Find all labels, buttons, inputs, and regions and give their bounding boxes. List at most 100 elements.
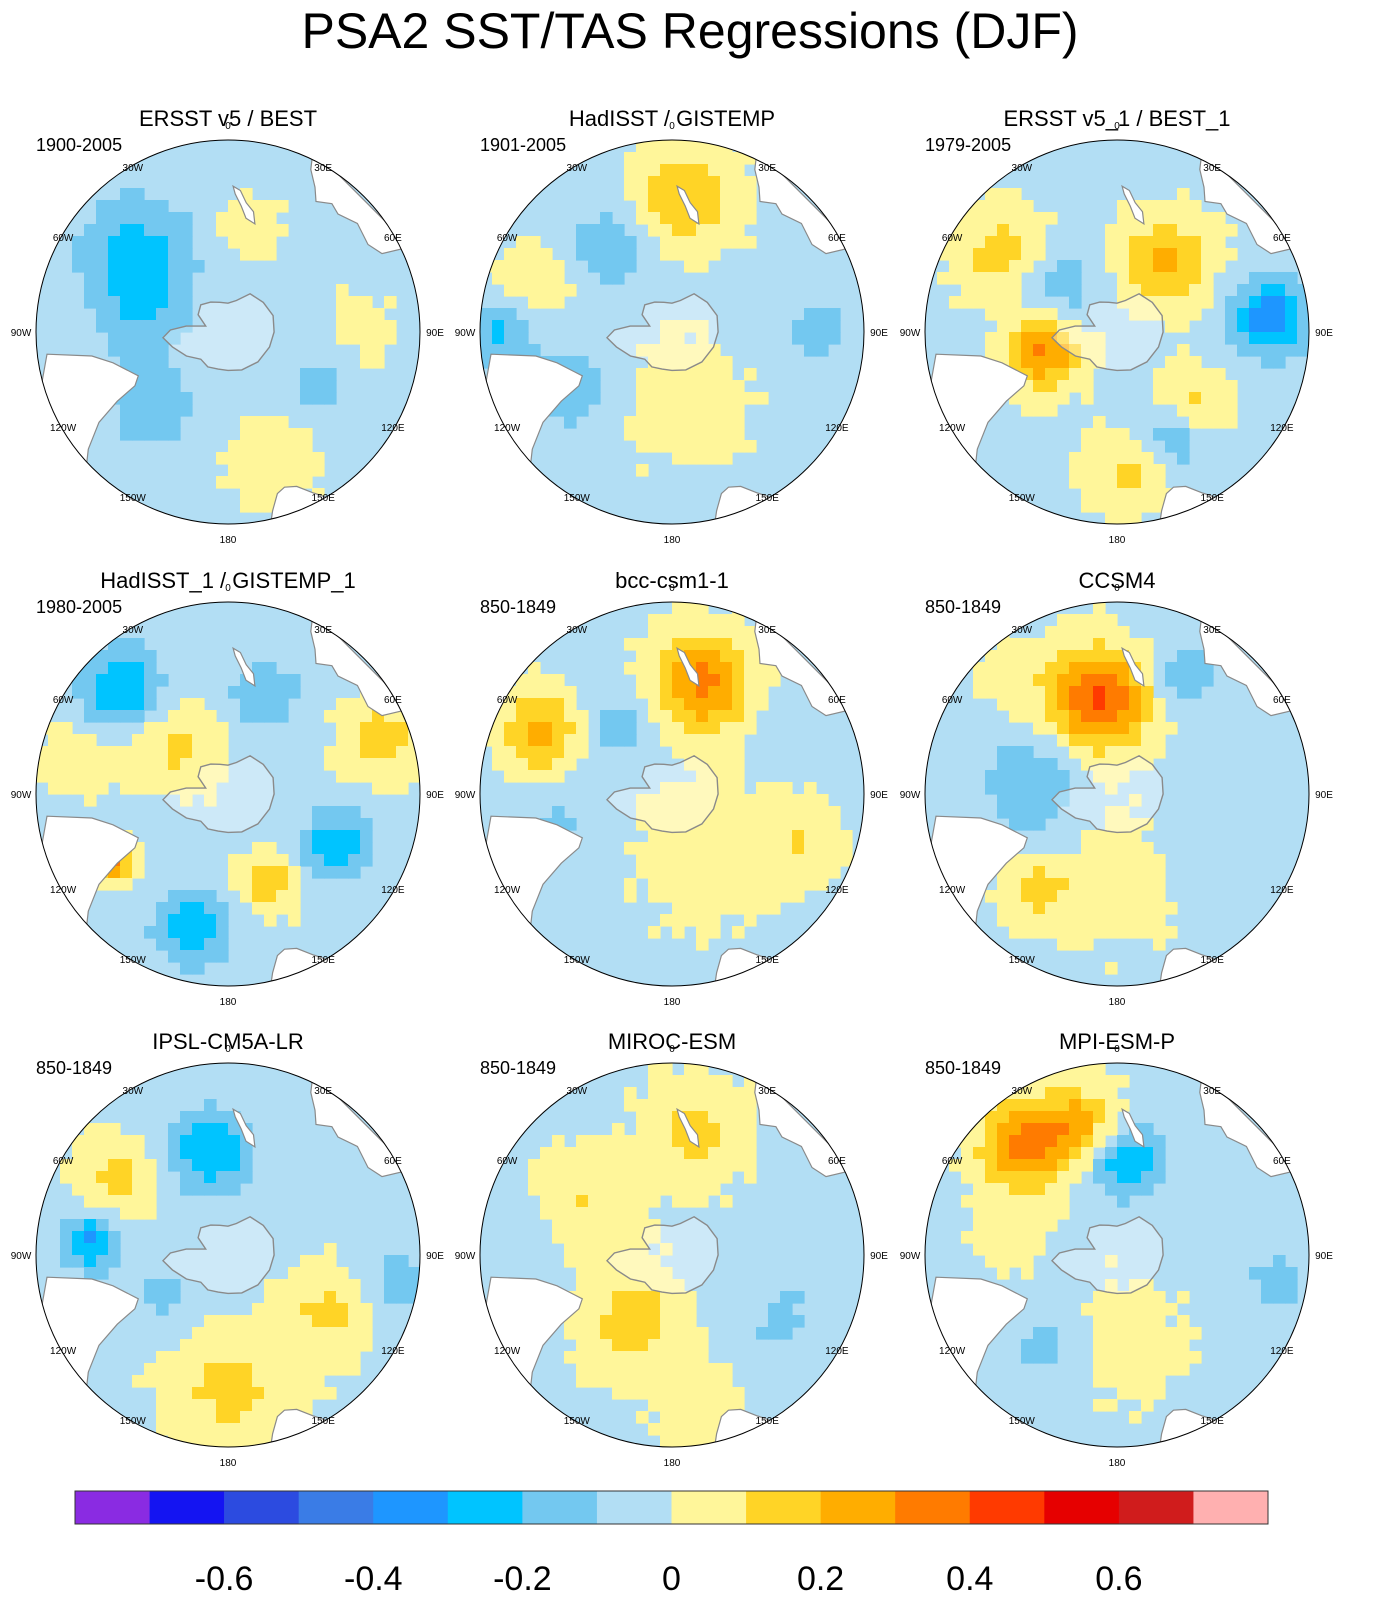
anomaly-cell: [540, 770, 553, 783]
anomaly-cell: [1165, 320, 1178, 333]
anomaly-cell: [216, 1375, 229, 1388]
anomaly-cell: [252, 686, 265, 699]
anomaly-cell: [1033, 1207, 1046, 1220]
anomaly-cell: [276, 440, 289, 453]
anomaly-cell: [588, 1159, 601, 1172]
anomaly-cell: [120, 416, 133, 429]
anomaly-cell: [672, 638, 685, 651]
anomaly-cell: [624, 164, 637, 177]
anomaly-cell: [204, 1399, 217, 1412]
anomaly-cell: [744, 1099, 757, 1112]
anomaly-cell: [1045, 1063, 1058, 1076]
anomaly-cell: [300, 428, 313, 441]
anomaly-cell: [588, 1135, 601, 1148]
anomaly-cell: [348, 854, 361, 867]
anomaly-cell: [684, 722, 697, 735]
anomaly-cell: [252, 1351, 265, 1364]
longitude-label: 150W: [564, 1416, 591, 1427]
anomaly-cell: [1201, 236, 1214, 249]
anomaly-cell: [1201, 248, 1214, 261]
anomaly-cell: [1273, 308, 1286, 321]
anomaly-cell: [288, 1279, 301, 1292]
anomaly-cell: [1273, 344, 1286, 357]
anomaly-cell: [672, 1123, 685, 1136]
anomaly-cell: [744, 638, 757, 651]
anomaly-cell: [132, 320, 145, 333]
anomaly-cell: [997, 914, 1010, 927]
anomaly-cell: [1021, 260, 1034, 273]
anomaly-cell: [1045, 404, 1058, 417]
anomaly-cell: [1069, 1099, 1082, 1112]
anomaly-cell: [1045, 1159, 1058, 1172]
anomaly-cell: [1105, 464, 1118, 477]
anomaly-cell: [144, 1291, 157, 1304]
anomaly-cell: [204, 710, 217, 723]
anomaly-cell: [1021, 1207, 1034, 1220]
anomaly-cell: [744, 842, 757, 855]
anomaly-cell: [180, 722, 193, 735]
anomaly-cell: [1069, 356, 1082, 369]
anomaly-cell: [1141, 1291, 1154, 1304]
anomaly-cell: [997, 878, 1010, 891]
anomaly-cell: [588, 1147, 601, 1160]
anomaly-cell: [192, 938, 205, 951]
anomaly-cell: [204, 1135, 217, 1148]
anomaly-cell: [1081, 902, 1094, 915]
anomaly-cell: [336, 1291, 349, 1304]
anomaly-cell: [600, 1207, 613, 1220]
anomaly-cell: [528, 1159, 541, 1172]
anomaly-cell: [696, 332, 709, 345]
anomaly-cell: [144, 368, 157, 381]
anomaly-cell: [180, 698, 193, 711]
anomaly-cell: [60, 1243, 73, 1256]
anomaly-cell: [288, 866, 301, 879]
anomaly-cell: [1009, 200, 1022, 213]
anomaly-cell: [108, 878, 121, 891]
anomaly-cell: [1153, 1147, 1166, 1160]
anomaly-cell: [1141, 296, 1154, 309]
colorbar-swatch: [895, 1491, 971, 1524]
anomaly-cell: [1021, 1195, 1034, 1208]
anomaly-cell: [1093, 416, 1106, 429]
anomaly-cell: [997, 260, 1010, 273]
anomaly-cell: [696, 1399, 709, 1412]
anomaly-cell: [348, 1363, 361, 1376]
anomaly-cell: [1045, 1183, 1058, 1196]
anomaly-cell: [1033, 686, 1046, 699]
anomaly-cell: [997, 308, 1010, 321]
anomaly-cell: [1009, 638, 1022, 651]
anomaly-cell: [1009, 662, 1022, 675]
anomaly-cell: [636, 1147, 649, 1160]
anomaly-cell: [72, 260, 85, 273]
anomaly-cell: [696, 1195, 709, 1208]
anomaly-cell: [1129, 1375, 1142, 1388]
anomaly-cell: [324, 1279, 337, 1292]
anomaly-cell: [1213, 368, 1226, 381]
anomaly-cell: [708, 1075, 721, 1088]
anomaly-cell: [672, 1339, 685, 1352]
anomaly-cell: [1153, 1303, 1166, 1316]
anomaly-cell: [816, 806, 829, 819]
anomaly-cell: [696, 392, 709, 405]
anomaly-cell: [708, 818, 721, 831]
anomaly-cell: [1141, 758, 1154, 771]
anomaly-cell: [480, 308, 493, 321]
anomaly-cell: [384, 722, 397, 735]
anomaly-cell: [648, 440, 661, 453]
anomaly-cell: [576, 1327, 589, 1340]
anomaly-cell: [804, 782, 817, 795]
anomaly-cell: [192, 1147, 205, 1160]
anomaly-cell: [1141, 224, 1154, 237]
anomaly-cell: [588, 260, 601, 273]
anomaly-cell: [624, 1207, 637, 1220]
anomaly-cell: [588, 1255, 601, 1268]
anomaly-cell: [1201, 272, 1214, 285]
anomaly-cell: [252, 878, 265, 891]
anomaly-cell: [1009, 770, 1022, 783]
anomaly-cell: [312, 392, 325, 405]
anomaly-cell: [660, 662, 673, 675]
landmass: [1121, 1107, 1145, 1149]
anomaly-cell: [396, 722, 409, 735]
anomaly-cell: [1261, 1267, 1274, 1280]
anomaly-cell: [1081, 476, 1094, 489]
